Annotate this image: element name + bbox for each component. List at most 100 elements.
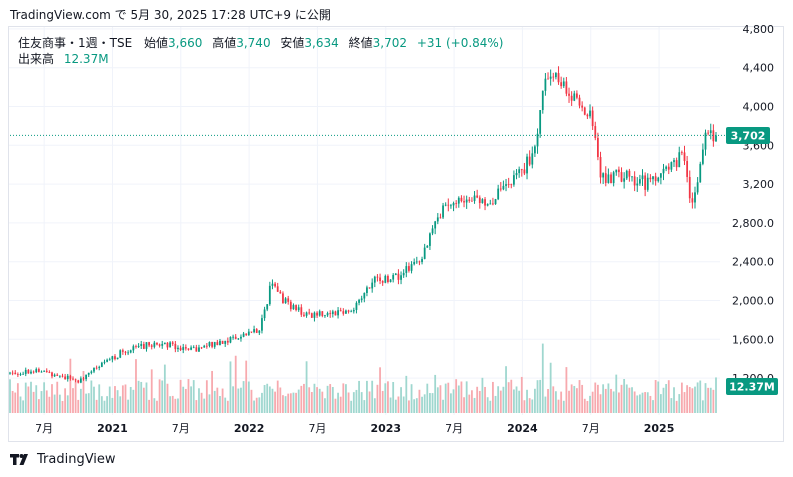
candle-body (652, 176, 654, 180)
volume-bar (599, 394, 602, 413)
candle-body (326, 313, 329, 316)
volume-bar (268, 386, 271, 413)
volume-bar (478, 390, 481, 413)
volume-bar (127, 399, 130, 413)
x-tick-label: 7月 (445, 422, 463, 435)
volume-bar (334, 398, 337, 413)
volume-bar (707, 387, 710, 413)
volume-bar (578, 380, 581, 413)
candle-body (465, 199, 468, 203)
volume-bar (95, 399, 98, 413)
volume-bar (11, 390, 14, 413)
candle-body (659, 173, 662, 178)
candle-body (686, 161, 689, 178)
x-tick-label: 7月 (35, 422, 53, 435)
volume-bar (625, 384, 628, 413)
volume-bar (158, 379, 161, 413)
candle-body (158, 344, 161, 346)
candle-body (279, 291, 282, 294)
candle-body (150, 345, 153, 347)
volume-bar (673, 387, 675, 413)
candle-body (591, 110, 594, 127)
candle-body (463, 201, 465, 203)
candle-body (368, 287, 371, 289)
candle-body (179, 347, 182, 351)
candle-body (581, 105, 584, 108)
candle-body (387, 275, 389, 283)
candle-body (124, 351, 127, 353)
candle-body (371, 282, 374, 289)
volume-bar (145, 382, 148, 413)
candle-body (163, 342, 166, 344)
volume-bar (371, 380, 374, 413)
y-tick-label: 4,400 (743, 62, 775, 75)
volume-bar (174, 398, 177, 413)
candle-body (127, 352, 130, 354)
candle-body (670, 162, 673, 170)
candle-body (263, 309, 266, 319)
candle-body (489, 203, 492, 205)
candle-body (704, 132, 707, 150)
candle-body (35, 369, 38, 373)
tradingview-logo-icon (10, 453, 28, 465)
candle-body (570, 95, 573, 101)
volume-bar (468, 394, 471, 413)
volume-bar (140, 381, 143, 413)
volume-bar (494, 395, 497, 413)
candle-body (510, 184, 513, 186)
candle-body (287, 298, 290, 302)
candle-body (586, 114, 589, 117)
candle-body (316, 312, 318, 316)
symbol-name[interactable]: 住友商事・1週・TSE (18, 36, 133, 50)
volume-bar (423, 394, 426, 413)
candle-body (48, 372, 51, 373)
volume-bar (342, 383, 345, 413)
volume-bar (539, 379, 542, 413)
volume-bar (40, 391, 43, 413)
volume-bar (171, 395, 174, 413)
volume-bar (615, 374, 618, 413)
volume-bar (373, 398, 376, 413)
footer-brand[interactable]: TradingView (10, 452, 116, 467)
candle-body (473, 195, 476, 201)
y-tick-label: 3,200 (743, 178, 775, 191)
candle-body (148, 342, 151, 346)
candle-body (444, 204, 447, 206)
volume-bar (261, 392, 263, 413)
candle-body (484, 199, 486, 206)
volume-bar (457, 385, 460, 413)
candle-body (261, 318, 263, 331)
volume-bar (596, 384, 599, 413)
volume-bar (310, 392, 313, 413)
volume-bar (547, 389, 549, 413)
volume-bar (384, 383, 387, 413)
volume-bar (53, 394, 56, 413)
volume-bar (442, 399, 444, 413)
volume-bar (229, 361, 232, 413)
publish-info: TradingView.com で 5月 30, 2025 17:28 UTC+… (10, 8, 331, 22)
candle-body (715, 135, 717, 142)
candle-body (22, 373, 25, 375)
candle-body (696, 182, 699, 193)
candle-body (528, 156, 531, 165)
candle-body (505, 184, 507, 186)
volume-bar (434, 374, 437, 413)
candle-body (108, 359, 111, 361)
candle-body (145, 342, 148, 349)
candle-body (292, 305, 295, 310)
volume-bar (226, 400, 229, 413)
candle-body (408, 266, 410, 271)
candle-body (82, 378, 85, 380)
volume-bar (638, 394, 641, 413)
candle-body (166, 342, 169, 348)
volume-bar (473, 397, 476, 413)
volume-bar (591, 391, 594, 413)
candle-body (455, 203, 458, 204)
volume-bar (19, 396, 22, 413)
volume-bar (111, 397, 114, 413)
candle-body (187, 348, 190, 350)
volume-bar (463, 397, 465, 413)
candle-body (604, 173, 607, 183)
volume-bar (74, 381, 77, 413)
